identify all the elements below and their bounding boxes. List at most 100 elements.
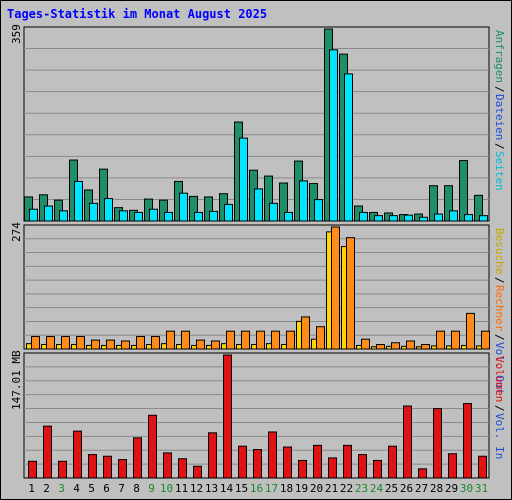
bottom-bar-volumen-day-25 bbox=[388, 445, 397, 479]
top-bar-dateien-day-4 bbox=[74, 180, 83, 222]
top-bar-dateien-day-24 bbox=[374, 215, 383, 222]
day-label-31: 31 bbox=[474, 482, 489, 495]
top-bar-dateien-day-20 bbox=[314, 199, 323, 222]
middle-bar-rechner-day-8 bbox=[136, 336, 145, 350]
day-label-6: 6 bbox=[103, 482, 110, 495]
day-label-17: 17 bbox=[264, 482, 279, 495]
top-bar-dateien-day-14 bbox=[224, 203, 233, 222]
top-bar-dateien-day-26 bbox=[404, 214, 413, 222]
middle-bar-rechner-day-12 bbox=[196, 339, 205, 350]
bottom-bar-volumen-day-29 bbox=[448, 453, 457, 479]
top-bar-dateien-day-5 bbox=[89, 202, 98, 222]
top-bar-dateien-day-13 bbox=[209, 210, 218, 222]
chart-title: Tages-Statistik im Monat August 2025 bbox=[7, 7, 268, 21]
bottom-bar-volumen-day-21 bbox=[328, 457, 337, 479]
day-label-2: 2 bbox=[43, 482, 50, 495]
top-bar-dateien-day-19 bbox=[299, 180, 308, 222]
top-bar-anfragen-day-12 bbox=[189, 195, 198, 222]
day-label-30: 30 bbox=[459, 482, 474, 495]
middle-bar-rechner-day-4 bbox=[76, 336, 85, 350]
top-bar-dateien-day-27 bbox=[419, 216, 428, 222]
day-label-27: 27 bbox=[414, 482, 429, 495]
middle-bar-rechner-day-15 bbox=[241, 330, 250, 350]
middle-panel-max-label: 274 bbox=[10, 222, 23, 242]
day-label-14: 14 bbox=[219, 482, 234, 495]
top-side-label-2: Seiten bbox=[493, 150, 506, 191]
middle-bar-rechner-day-18 bbox=[286, 330, 295, 350]
top-bar-anfragen-day-13 bbox=[204, 196, 213, 222]
bottom-bar-volumen-day-13 bbox=[208, 432, 217, 479]
bottom-bar-volumen-day-5 bbox=[88, 454, 97, 479]
middle-bar-rechner-day-31 bbox=[481, 330, 490, 350]
bottom-bar-volumen-day-6 bbox=[103, 455, 112, 479]
top-bar-dateien-day-29 bbox=[449, 210, 458, 222]
top-bar-anfragen-day-30 bbox=[459, 160, 468, 222]
bottom-bar-volumen-day-26 bbox=[403, 405, 412, 479]
top-panel-max-label: 359 bbox=[10, 24, 23, 44]
bottom-bar-volumen-day-16 bbox=[253, 449, 262, 479]
top-bar-anfragen-day-28 bbox=[429, 185, 438, 222]
middle-bar-rechner-day-7 bbox=[121, 340, 130, 350]
middle-bar-rechner-day-30 bbox=[466, 312, 475, 350]
day-label-24: 24 bbox=[369, 482, 384, 495]
middle-bar-rechner-day-23 bbox=[361, 338, 370, 350]
middle-bar-rechner-day-17 bbox=[271, 330, 280, 350]
bottom-bar-volumen-day-15 bbox=[238, 445, 247, 479]
middle-bar-rechner-day-6 bbox=[106, 339, 115, 350]
day-label-8: 8 bbox=[133, 482, 140, 495]
middle-bar-rechner-day-1 bbox=[31, 336, 40, 350]
day-label-20: 20 bbox=[309, 482, 324, 495]
day-label-28: 28 bbox=[429, 482, 444, 495]
bottom-bar-volumen-day-31 bbox=[478, 455, 487, 479]
bottom-side-separator: / bbox=[493, 404, 506, 412]
day-label-11: 11 bbox=[174, 482, 189, 495]
middle-bar-rechner-day-21 bbox=[331, 226, 340, 350]
top-bar-dateien-day-15 bbox=[239, 137, 248, 222]
top-bar-dateien-day-23 bbox=[359, 211, 368, 222]
top-bar-anfragen-day-6 bbox=[99, 168, 108, 222]
middle-bar-rechner-day-20 bbox=[316, 326, 325, 350]
day-label-1: 1 bbox=[28, 482, 35, 495]
top-bar-dateien-day-30 bbox=[464, 214, 473, 222]
day-label-9: 9 bbox=[148, 482, 155, 495]
top-bar-dateien-day-2 bbox=[44, 205, 53, 222]
day-label-12: 12 bbox=[189, 482, 204, 495]
middle-bar-rechner-day-10 bbox=[166, 330, 175, 350]
day-label-15: 15 bbox=[234, 482, 249, 495]
day-label-3: 3 bbox=[58, 482, 65, 495]
bottom-bar-volumen-day-22 bbox=[343, 444, 352, 479]
bottom-bar-volumen-day-12 bbox=[193, 465, 202, 479]
middle-bar-rechner-day-11 bbox=[181, 330, 190, 350]
top-bar-anfragen-day-29 bbox=[444, 185, 453, 222]
top-bar-dateien-day-3 bbox=[59, 210, 68, 222]
middle-bar-rechner-day-13 bbox=[211, 340, 220, 350]
bottom-bar-volumen-day-2 bbox=[43, 425, 52, 479]
bottom-bar-volumen-day-24 bbox=[373, 459, 382, 479]
middle-bar-rechner-day-19 bbox=[301, 316, 310, 350]
top-bar-dateien-day-11 bbox=[179, 192, 188, 222]
middle-bar-rechner-day-3 bbox=[61, 336, 70, 350]
middle-bar-rechner-day-16 bbox=[256, 330, 265, 350]
bottom-bar-volumen-day-23 bbox=[358, 454, 367, 479]
day-label-16: 16 bbox=[249, 482, 264, 495]
top-side-label-0: Anfragen bbox=[493, 30, 506, 83]
bottom-bar-volumen-day-4 bbox=[73, 430, 82, 479]
top-bar-dateien-day-28 bbox=[434, 213, 443, 222]
bottom-bar-volumen-day-18 bbox=[283, 446, 292, 479]
top-side-label-1: Dateien bbox=[493, 93, 506, 140]
bottom-panel-max-label: 147.01 MB bbox=[10, 350, 23, 410]
top-bar-dateien-day-16 bbox=[254, 188, 263, 222]
middle-bar-rechner-day-28 bbox=[436, 330, 445, 350]
top-bar-dateien-day-25 bbox=[389, 215, 398, 222]
bottom-bar-volumen-day-17 bbox=[268, 431, 277, 479]
top-bar-dateien-day-17 bbox=[269, 202, 278, 222]
middle-bar-rechner-day-2 bbox=[46, 336, 55, 350]
day-label-26: 26 bbox=[399, 482, 414, 495]
bottom-bar-volumen-day-30 bbox=[463, 403, 472, 479]
bottom-bar-volumen-day-14 bbox=[223, 354, 232, 479]
middle-bar-rechner-day-22 bbox=[346, 237, 355, 350]
top-bar-dateien-day-31 bbox=[479, 215, 488, 222]
day-label-18: 18 bbox=[279, 482, 294, 495]
middle-bar-rechner-day-26 bbox=[406, 340, 415, 350]
bottom-bar-volumen-day-10 bbox=[163, 452, 172, 479]
